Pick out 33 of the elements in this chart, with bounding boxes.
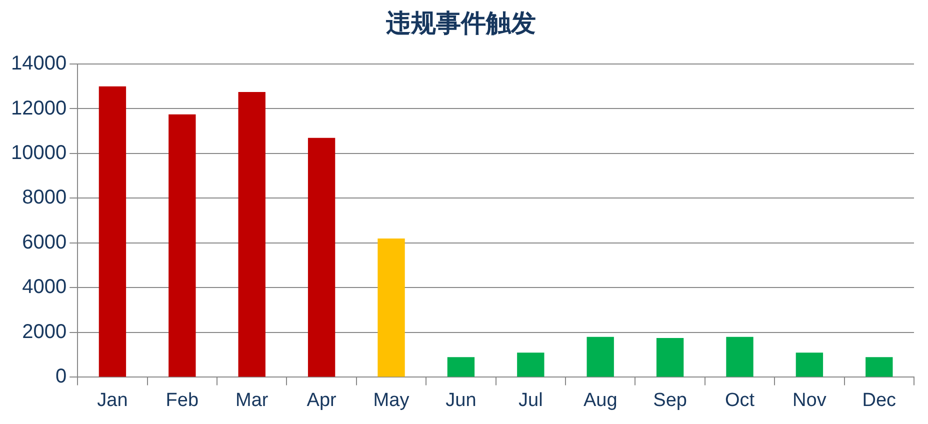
chart-title: 违规事件触发 — [385, 8, 536, 38]
x-tick-label: Oct — [724, 390, 756, 411]
x-tick-label: Jun — [446, 390, 476, 411]
bar — [586, 336, 614, 377]
y-tick-label: 12000 — [10, 97, 67, 120]
y-tick-label: 10000 — [10, 142, 67, 164]
bar — [378, 238, 405, 377]
x-tick-label: Jan — [97, 390, 128, 411]
bar — [168, 114, 196, 377]
x-tick-label: May — [373, 390, 410, 411]
bar — [656, 338, 684, 377]
bar — [98, 86, 126, 377]
y-tick-label: 2000 — [22, 320, 67, 343]
bar — [517, 352, 544, 377]
bar — [238, 92, 266, 377]
y-tick-label: 4000 — [22, 276, 67, 298]
bar — [308, 138, 336, 377]
bar — [866, 357, 893, 377]
x-tick-label: Apr — [306, 390, 338, 411]
x-tick-label: Feb — [166, 390, 199, 411]
x-tick-label: Nov — [792, 390, 827, 411]
y-tick-label: 0 — [55, 366, 67, 388]
bar — [726, 336, 754, 377]
x-tick-label: Jul — [518, 390, 543, 411]
bar — [447, 357, 475, 377]
y-tick-label: 6000 — [22, 231, 67, 254]
x-tick-label: Sep — [653, 390, 687, 411]
x-tick-label: Dec — [862, 390, 896, 411]
y-tick-label: 14000 — [10, 52, 67, 75]
bar — [796, 352, 824, 377]
y-tick-label: 8000 — [22, 186, 67, 209]
x-tick-label: Mar — [235, 390, 269, 411]
x-tick-label: Aug — [583, 390, 618, 411]
